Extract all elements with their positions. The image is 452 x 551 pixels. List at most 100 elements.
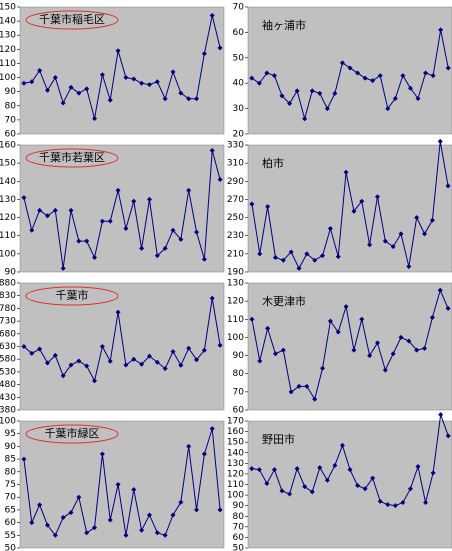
marker <box>374 340 380 346</box>
y-tick-label: 680 <box>0 329 16 339</box>
marker <box>162 245 168 251</box>
marker <box>249 316 255 322</box>
line <box>23 428 221 537</box>
marker <box>302 484 308 490</box>
marker <box>415 95 421 101</box>
marker <box>44 360 50 366</box>
marker <box>287 101 293 107</box>
marker <box>146 196 152 202</box>
marker <box>170 227 176 233</box>
marker <box>194 507 200 513</box>
marker <box>392 95 398 101</box>
marker <box>327 225 333 231</box>
marker <box>296 265 302 271</box>
marker <box>209 147 215 153</box>
marker <box>92 115 98 121</box>
marker <box>99 344 105 349</box>
marker <box>154 79 160 85</box>
marker <box>178 499 184 505</box>
y-tick-label: 90 <box>5 442 17 452</box>
marker <box>377 498 383 504</box>
marker <box>392 503 398 509</box>
marker <box>429 314 435 320</box>
title-ellipse <box>25 10 119 30</box>
marker <box>423 499 429 505</box>
y-tick-label: 140 <box>0 17 16 27</box>
y-tick-label: 330 <box>227 141 244 151</box>
marker <box>21 344 27 349</box>
y-tick-label: 70 <box>233 387 245 397</box>
y-tick-label: 40 <box>233 79 245 89</box>
marker <box>288 249 294 255</box>
marker <box>280 257 286 263</box>
marker <box>327 318 333 324</box>
marker <box>68 362 74 368</box>
marker <box>76 238 82 244</box>
y-tick-label: 780 <box>0 304 16 314</box>
marker <box>217 507 223 513</box>
marker <box>170 512 176 518</box>
y-tick-label: 310 <box>227 159 244 169</box>
marker <box>355 70 361 76</box>
marker <box>68 207 74 213</box>
marker <box>139 80 145 86</box>
marker <box>60 100 66 106</box>
marker <box>201 51 207 57</box>
marker <box>351 208 357 214</box>
y-tick-label: 60 <box>233 406 245 416</box>
marker <box>29 520 35 526</box>
marker <box>324 106 330 112</box>
marker <box>272 351 278 357</box>
marker <box>272 254 278 260</box>
marker <box>107 97 113 103</box>
marker <box>312 257 318 263</box>
y-tick-label: 100 <box>227 333 244 343</box>
y-tick-label: 150 <box>227 438 244 448</box>
y-tick-label: 430 <box>0 393 16 403</box>
marker <box>131 76 137 82</box>
y-tick-label: 120 <box>0 213 16 223</box>
marker <box>362 75 368 81</box>
marker <box>162 366 168 372</box>
marker <box>44 522 50 528</box>
marker <box>123 75 129 81</box>
marker <box>438 412 444 418</box>
y-tick-label: 130 <box>0 31 16 41</box>
marker <box>186 96 192 102</box>
y-tick-label: 55 <box>5 531 16 541</box>
marker <box>382 238 388 244</box>
marker <box>146 512 152 518</box>
y-tick-label: 150 <box>0 159 16 169</box>
marker <box>359 316 365 322</box>
marker <box>438 27 444 33</box>
marker <box>445 65 451 71</box>
marker <box>256 80 262 86</box>
marker <box>84 363 90 369</box>
marker <box>257 251 263 257</box>
marker <box>162 532 168 538</box>
marker <box>217 176 223 182</box>
marker <box>146 82 152 88</box>
marker <box>139 527 145 533</box>
marker <box>370 78 376 84</box>
marker <box>162 96 168 102</box>
marker <box>362 486 368 492</box>
marker <box>264 480 270 486</box>
marker <box>445 183 451 189</box>
marker <box>107 218 113 224</box>
y-tick-label: 290 <box>227 177 244 187</box>
marker <box>332 462 338 468</box>
plot-area <box>19 282 225 411</box>
marker <box>201 256 207 262</box>
marker <box>264 70 270 76</box>
marker <box>279 488 285 494</box>
y-tick-label: 250 <box>227 213 244 223</box>
marker <box>123 532 129 538</box>
marker <box>37 502 43 508</box>
marker <box>29 227 35 233</box>
marker <box>324 477 330 483</box>
marker <box>279 93 285 99</box>
marker <box>217 45 223 51</box>
marker <box>52 352 58 358</box>
